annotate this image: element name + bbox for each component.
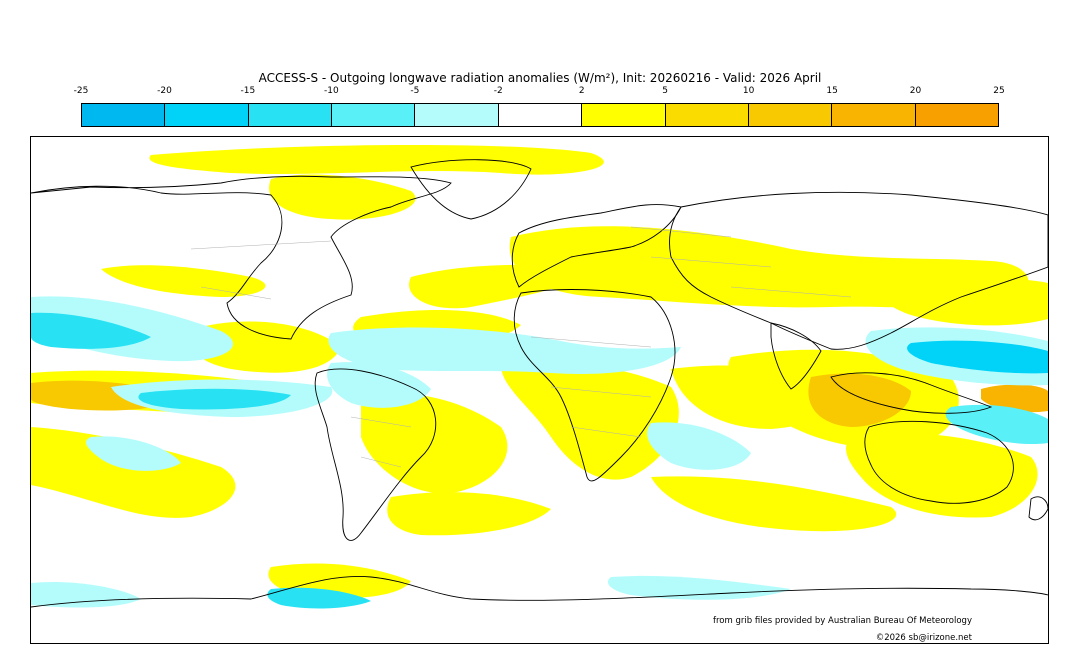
negative-anomaly-layer bbox=[31, 296, 1048, 609]
anomaly-area-south-pacific bbox=[31, 427, 236, 518]
coastline-layer bbox=[31, 159, 1048, 608]
colorbar-segment bbox=[165, 104, 249, 126]
anomaly-area-africa bbox=[501, 362, 679, 480]
colorbar-segment bbox=[498, 104, 583, 126]
colorbar-tick-label: 2 bbox=[578, 86, 585, 96]
colorbar-tick-label: -25 bbox=[73, 86, 89, 96]
anomaly-area-south-america bbox=[361, 393, 508, 494]
colorbar-segment bbox=[82, 104, 166, 126]
anomaly-area-southern-ocean bbox=[651, 476, 897, 532]
colorbar-tick-label: -10 bbox=[324, 86, 339, 96]
country-borders-layer bbox=[190, 226, 852, 468]
colorbar-segment bbox=[665, 104, 749, 126]
colorbar-tick-label: -5 bbox=[410, 86, 420, 96]
anomaly-area-south-atlantic bbox=[387, 492, 551, 536]
colorbar-tick-label: 5 bbox=[662, 86, 669, 96]
colorbar-segment bbox=[832, 104, 916, 126]
colorbar-tick-label: 20 bbox=[909, 86, 922, 96]
anomaly-area-pacific-orange bbox=[981, 384, 1048, 413]
colorbar-tick-labels: -25 -20 -15 -10 -5 -2 2 5 10 15 20 25 bbox=[74, 86, 1005, 98]
anomaly-area-coral-sea-neg bbox=[945, 404, 1048, 445]
coastline-europe bbox=[511, 204, 682, 288]
anomaly-area-indonesia-orange bbox=[808, 373, 911, 427]
colorbar-tick-label: 10 bbox=[742, 86, 755, 96]
coastline-new-zealand bbox=[1028, 496, 1048, 521]
anomaly-area-antarctic-neg-east bbox=[607, 575, 791, 600]
coastline-south-america bbox=[314, 368, 437, 541]
colorbar-segment bbox=[915, 104, 998, 126]
border-south-america bbox=[350, 416, 412, 468]
anomaly-area-east-pacific-north bbox=[880, 277, 1048, 326]
colorbar-segment bbox=[248, 104, 333, 126]
anomaly-area-antarctic-neg bbox=[31, 581, 141, 608]
colorbar bbox=[81, 103, 999, 127]
anomaly-area-arctic bbox=[149, 144, 604, 175]
coastline-india bbox=[770, 322, 822, 390]
anomaly-area-eq-pacific-neg-core bbox=[138, 388, 291, 410]
colorbar-segment bbox=[415, 104, 499, 126]
border-africa bbox=[530, 336, 652, 438]
coastline-asia bbox=[669, 191, 1048, 350]
anomaly-area-tropical-atlantic-neg bbox=[328, 327, 681, 374]
anomaly-area-antarctic-neg-core bbox=[267, 587, 371, 609]
colorbar-tick-label: -15 bbox=[240, 86, 256, 96]
anomaly-area-north-pacific-neg-core bbox=[31, 312, 151, 349]
border-us-canada bbox=[190, 240, 332, 250]
border-europe-asia bbox=[630, 226, 852, 298]
anomaly-area-amazon-neg bbox=[327, 362, 431, 408]
colorbar-segment bbox=[748, 104, 833, 126]
data-source-credit: from grib files provided by Australian B… bbox=[712, 616, 972, 626]
coastline-africa bbox=[513, 289, 676, 482]
world-map[interactable] bbox=[30, 136, 1049, 644]
coastline-australia bbox=[864, 420, 1014, 504]
anomaly-area-australia bbox=[846, 433, 1038, 518]
colorbar-tick-label: -20 bbox=[157, 86, 172, 96]
anomaly-area-canada bbox=[269, 174, 416, 220]
coastline-north-america bbox=[31, 175, 452, 340]
colorbar-segment bbox=[582, 104, 666, 126]
anomaly-area-north-pacific bbox=[101, 265, 266, 297]
copyright-notice: ©2026 sb@irizone.net bbox=[875, 633, 972, 643]
colorbar-tick-label: 25 bbox=[993, 86, 1005, 96]
colorbar-tick-label: 15 bbox=[826, 86, 838, 96]
coastline-indonesia bbox=[830, 372, 993, 414]
anomaly-area-indian-ocean-neg bbox=[647, 422, 751, 470]
anomaly-area-central-america bbox=[191, 321, 341, 373]
border-us-mexico bbox=[200, 286, 272, 300]
map-title: ACCESS-S - Outgoing longwave radiation a… bbox=[258, 71, 822, 85]
coastline-greenland bbox=[410, 159, 532, 220]
anomaly-area-west-pacific-neg-core bbox=[907, 340, 1048, 374]
anomaly-area-south-pacific-neg bbox=[86, 436, 181, 471]
colorbar-tick-label: -2 bbox=[493, 86, 503, 96]
colorbar-segment bbox=[332, 104, 416, 126]
coastline-antarctica bbox=[31, 575, 1048, 608]
